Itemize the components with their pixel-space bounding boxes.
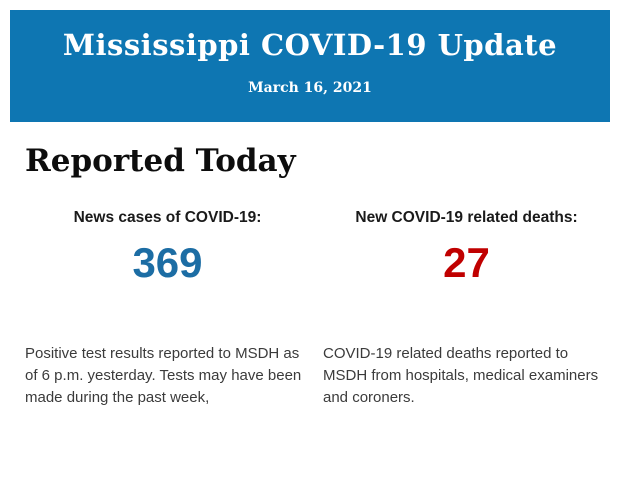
banner-date: March 16, 2021 [248, 80, 372, 96]
banner-header: Mississippi COVID-19 Update March 16, 20… [10, 10, 610, 122]
cases-column: News cases of COVID-19: 369 Positive tes… [10, 208, 310, 409]
cases-value: 369 [132, 239, 203, 286]
deaths-description: COVID-19 related deaths reported to MSDH… [323, 345, 599, 406]
cases-description: Positive test results reported to MSDH a… [25, 345, 302, 406]
update-graphic: Mississippi COVID-19 Update March 16, 20… [10, 10, 610, 409]
banner-title: Mississippi COVID-19 Update [62, 28, 558, 62]
section-heading: Reported Today [25, 143, 296, 179]
stats-columns: News cases of COVID-19: 369 Positive tes… [10, 208, 610, 409]
deaths-label: New COVID-19 related deaths: [355, 209, 578, 226]
deaths-value: 27 [443, 239, 490, 286]
deaths-column: New COVID-19 related deaths: 27 COVID-19… [310, 208, 610, 409]
cases-label: News cases of COVID-19: [73, 209, 262, 226]
